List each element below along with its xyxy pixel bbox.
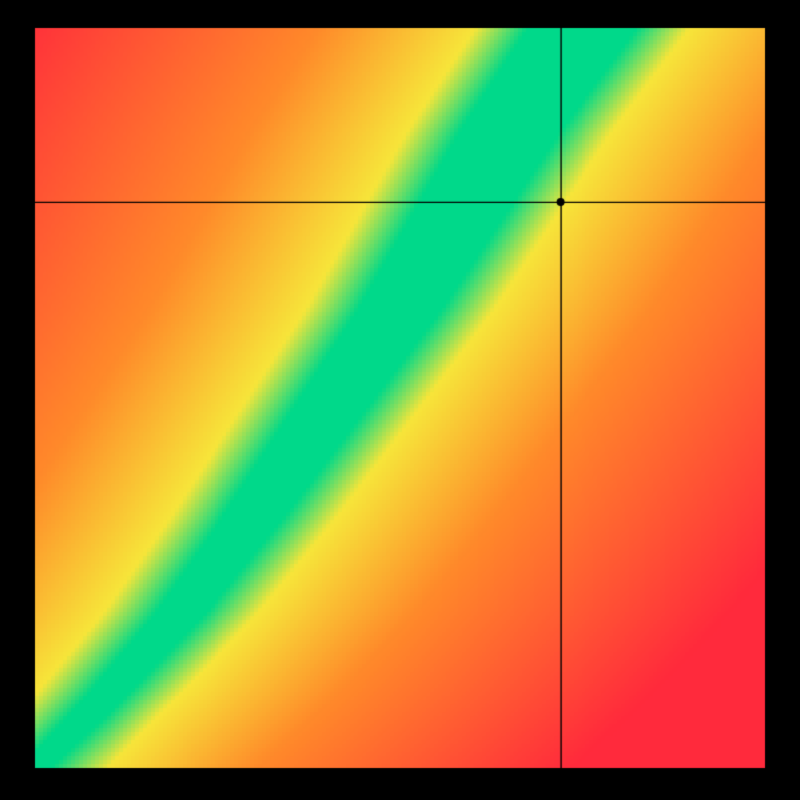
watermark-text: TheBottleneck.com bbox=[585, 4, 788, 30]
bottleneck-heatmap bbox=[0, 0, 800, 800]
chart-container: { "watermark": { "text": "TheBottleneck.… bbox=[0, 0, 800, 800]
